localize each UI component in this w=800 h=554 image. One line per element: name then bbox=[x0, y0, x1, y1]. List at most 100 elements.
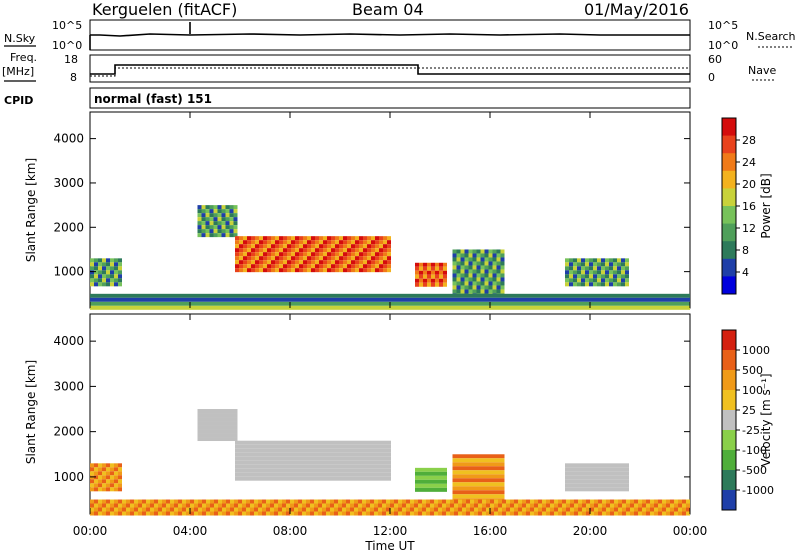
heatmap-cell bbox=[166, 305, 170, 310]
heatmap-cell bbox=[226, 507, 230, 512]
heatmap-cell bbox=[205, 417, 210, 422]
heatmap-cell bbox=[439, 475, 443, 480]
heatmap-cell bbox=[456, 470, 461, 475]
heatmap-cell bbox=[602, 305, 606, 310]
heatmap-cell bbox=[102, 483, 106, 488]
heatmap-cell bbox=[415, 262, 419, 267]
heatmap-cell bbox=[235, 256, 239, 261]
heatmap-cell bbox=[382, 293, 386, 298]
heatmap-cell bbox=[562, 293, 566, 298]
heatmap-cell bbox=[435, 487, 439, 492]
heatmap-cell bbox=[618, 507, 622, 512]
heatmap-cell bbox=[419, 274, 423, 279]
heatmap-cell bbox=[238, 305, 242, 310]
heatmap-cell bbox=[490, 507, 494, 512]
heatmap-cell bbox=[434, 507, 438, 512]
heatmap-cell bbox=[500, 478, 505, 483]
heatmap-cell bbox=[500, 454, 505, 459]
heatmap-cell bbox=[318, 507, 322, 512]
heatmap-cell bbox=[319, 476, 323, 481]
heatmap-cell bbox=[456, 265, 461, 270]
heatmap-cell bbox=[126, 293, 130, 298]
heatmap-cell bbox=[267, 476, 271, 481]
heatmap-cell bbox=[209, 213, 214, 218]
heatmap-cell bbox=[229, 233, 234, 238]
heatmap-cell bbox=[213, 413, 218, 418]
heatmap-cell bbox=[298, 511, 302, 516]
heatmap-cell bbox=[202, 503, 206, 508]
heatmap-cell bbox=[299, 452, 303, 457]
heatmap-cell bbox=[110, 297, 114, 302]
heatmap-cell bbox=[339, 440, 343, 445]
heatmap-cell bbox=[118, 511, 122, 516]
heatmap-cell bbox=[331, 252, 335, 257]
heatmap-cell bbox=[334, 293, 338, 298]
heatmap-cell bbox=[468, 490, 473, 495]
heatmap-cell bbox=[462, 293, 466, 298]
heatmap-cell bbox=[283, 256, 287, 261]
heatmap-cell bbox=[255, 236, 259, 241]
heatmap-cell bbox=[262, 511, 266, 516]
heatmap-cell bbox=[263, 440, 267, 445]
heatmap-cell bbox=[298, 305, 302, 310]
heatmap-cell bbox=[359, 476, 363, 481]
heatmap-cell bbox=[589, 278, 593, 283]
heatmap-cell bbox=[318, 305, 322, 310]
heatmap-cell bbox=[605, 479, 609, 484]
heatmap-cell bbox=[670, 511, 674, 516]
heatmap-cell bbox=[654, 503, 658, 508]
heatmap-cell bbox=[626, 305, 630, 310]
heatmap-cell bbox=[456, 261, 461, 266]
heatmap-cell bbox=[233, 409, 238, 414]
heatmap-cell bbox=[625, 266, 629, 271]
heatmap-cell bbox=[126, 503, 130, 508]
heatmap-cell bbox=[594, 301, 598, 306]
heatmap-cell bbox=[486, 293, 490, 298]
colorbar-tick-label: 4 bbox=[742, 266, 749, 279]
heatmap-cell bbox=[282, 297, 286, 302]
heatmap-cell bbox=[118, 305, 122, 310]
heatmap-cell bbox=[426, 293, 430, 298]
heatmap-cell bbox=[558, 503, 562, 508]
heatmap-cell bbox=[482, 293, 486, 298]
heatmap-cell bbox=[522, 503, 526, 508]
heatmap-cell bbox=[295, 476, 299, 481]
heatmap-cell bbox=[594, 305, 598, 310]
heatmap-cell bbox=[98, 483, 102, 488]
heatmap-cell bbox=[233, 225, 238, 230]
heatmap-cell bbox=[287, 252, 291, 257]
heatmap-cell bbox=[435, 278, 439, 283]
heatmap-cell bbox=[362, 511, 366, 516]
heatmap-cell bbox=[282, 305, 286, 310]
heatmap-cell bbox=[250, 503, 254, 508]
heatmap-cell bbox=[415, 487, 419, 492]
heatmap-cell bbox=[271, 268, 275, 273]
heatmap-cell bbox=[230, 499, 234, 504]
heatmap-cell bbox=[246, 305, 250, 310]
heatmap-cell bbox=[197, 221, 202, 226]
heatmap-cell bbox=[605, 463, 609, 468]
heatmap-cell bbox=[492, 273, 497, 278]
heatmap-cell bbox=[239, 264, 243, 269]
heatmap-cell bbox=[494, 293, 498, 298]
heatmap-cell bbox=[484, 458, 489, 463]
heatmap-cell bbox=[682, 293, 686, 298]
heatmap-cell bbox=[386, 499, 390, 504]
heatmap-cell bbox=[500, 261, 505, 266]
heatmap-cell bbox=[480, 482, 485, 487]
heatmap-cell bbox=[439, 266, 443, 271]
heatmap-cell bbox=[347, 260, 351, 265]
heatmap-cell bbox=[278, 297, 282, 302]
heatmap-cell bbox=[142, 499, 146, 504]
heatmap-cell bbox=[94, 507, 98, 512]
heatmap-cell bbox=[590, 507, 594, 512]
freq-tick-bottom: 8 bbox=[70, 71, 77, 84]
heatmap-cell bbox=[102, 301, 106, 306]
heatmap-cell bbox=[458, 297, 462, 302]
heatmap-cell bbox=[500, 281, 505, 286]
heatmap-cell bbox=[443, 487, 447, 492]
heatmap-cell bbox=[327, 260, 331, 265]
heatmap-cell bbox=[610, 511, 614, 516]
heatmap-cell bbox=[406, 511, 410, 516]
heatmap-cell bbox=[569, 266, 573, 271]
